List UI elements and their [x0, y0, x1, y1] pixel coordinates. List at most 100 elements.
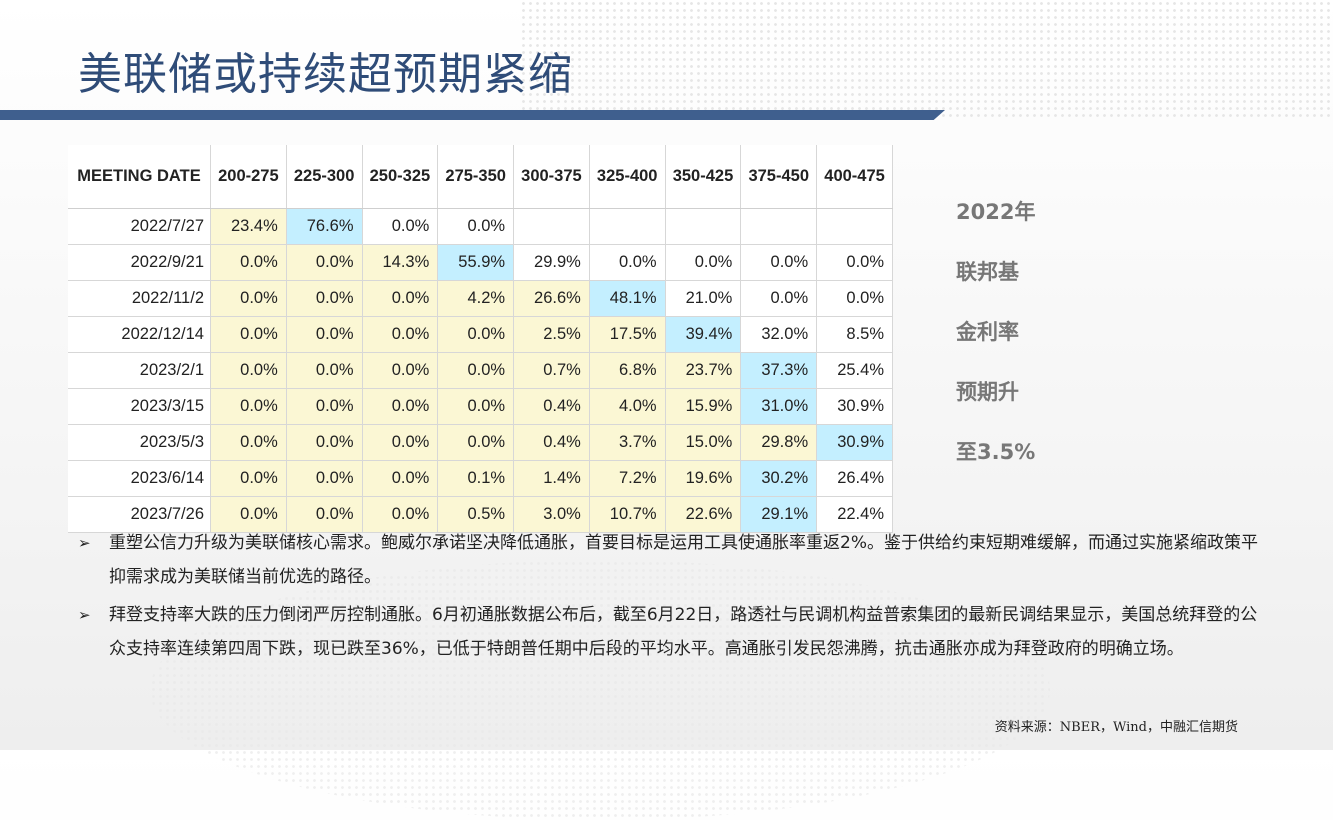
probability-cell	[513, 208, 590, 245]
probability-cell: 0.0%	[286, 316, 363, 353]
meeting-date-cell: 2023/7/26	[68, 496, 211, 533]
arrow-bullet-icon: ➢	[78, 606, 91, 624]
probability-cell	[816, 208, 893, 245]
table-header-row: MEETING DATE 200-275 225-300 250-325 275…	[68, 145, 893, 209]
probability-cell: 1.4%	[513, 460, 590, 497]
probability-cell: 0.0%	[210, 460, 287, 497]
probability-cell: 55.9%	[437, 244, 515, 281]
source-note: 资料来源：NBER，Wind，中融汇信期货	[994, 720, 1238, 735]
probability-cell: 4.2%	[437, 280, 515, 317]
probability-cell: 14.3%	[362, 244, 439, 281]
probability-cell: 23.7%	[665, 352, 742, 389]
probability-cell: 15.0%	[665, 424, 742, 461]
background-map-dots	[520, 0, 1333, 120]
probability-cell: 0.0%	[210, 244, 287, 281]
probability-cell: 0.0%	[665, 244, 742, 281]
meeting-date-cell: 2023/6/14	[68, 460, 211, 497]
probability-cell: 0.0%	[362, 280, 439, 317]
probability-cell: 39.4%	[665, 316, 742, 353]
probability-cell: 26.4%	[816, 460, 893, 497]
side-note-line: 联邦基	[956, 260, 1019, 284]
probability-cell: 0.0%	[362, 352, 439, 389]
probability-cell: 0.0%	[362, 388, 439, 425]
probability-cell: 2.5%	[513, 316, 590, 353]
probability-cell: 76.6%	[286, 208, 363, 245]
probability-cell: 0.0%	[362, 316, 439, 353]
side-note-line: 至3.5%	[956, 440, 1036, 464]
probability-cell: 0.0%	[286, 352, 363, 389]
probability-cell: 7.2%	[589, 460, 666, 497]
probability-cell: 3.7%	[589, 424, 666, 461]
meeting-date-cell: 2023/2/1	[68, 352, 211, 389]
table-row: 2022/9/21 0.0% 0.0% 14.3% 55.9% 29.9% 0.0% 0.0%…	[68, 244, 893, 281]
probability-cell: 30.9%	[816, 388, 893, 425]
header-cell: 200-275	[210, 145, 287, 209]
table-row: 2023/6/14 0.0% 0.0% 0.0% 0.1% 1.4% 7.2% 19.6% 30…	[68, 460, 893, 497]
title-underline-bar	[0, 110, 945, 120]
probability-cell: 6.8%	[589, 352, 666, 389]
table-row: 2022/7/27 23.4% 76.6% 0.0% 0.0%	[68, 208, 893, 245]
probability-cell: 0.5%	[437, 496, 515, 533]
header-cell: 400-475	[816, 145, 893, 209]
probability-cell: 32.0%	[740, 316, 818, 353]
probability-cell: 0.0%	[362, 424, 439, 461]
probability-cell: 0.4%	[513, 424, 590, 461]
header-cell: 225-300	[286, 145, 363, 209]
probability-cell: 0.0%	[286, 460, 363, 497]
probability-cell	[589, 208, 666, 245]
probability-cell: 0.0%	[589, 244, 666, 281]
header-cell: 325-400	[589, 145, 666, 209]
probability-cell: 4.0%	[589, 388, 666, 425]
probability-cell: 31.0%	[740, 388, 818, 425]
header-cell: 375-450	[740, 145, 818, 209]
probability-cell: 29.9%	[513, 244, 590, 281]
probability-cell: 3.0%	[513, 496, 590, 533]
probability-cell: 10.7%	[589, 496, 666, 533]
probability-cell: 0.0%	[286, 388, 363, 425]
bullet-item: ➢ 重塑公信力升级为美联储核心需求。鲍威尔承诺坚决降低通胀，首要目标是运用工具使…	[78, 526, 1258, 594]
probability-cell: 0.7%	[513, 352, 590, 389]
probability-cell: 8.5%	[816, 316, 893, 353]
probability-cell	[665, 208, 742, 245]
bullet-text: 重塑公信力升级为美联储核心需求。鲍威尔承诺坚决降低通胀，首要目标是运用工具使通胀…	[109, 533, 1258, 587]
table-row: 2023/3/15 0.0% 0.0% 0.0% 0.0% 0.4% 4.0% 15.9% 31…	[68, 388, 893, 425]
probability-cell: 0.0%	[362, 496, 439, 533]
table-body: 2022/7/27 23.4% 76.6% 0.0% 0.0% 2022/9/21 0.0%…	[68, 208, 893, 533]
probability-cell: 15.9%	[665, 388, 742, 425]
probability-cell: 0.0%	[210, 424, 287, 461]
probability-cell: 0.0%	[362, 460, 439, 497]
header-cell: 275-350	[437, 145, 515, 209]
bullet-list: ➢ 重塑公信力升级为美联储核心需求。鲍威尔承诺坚决降低通胀，首要目标是运用工具使…	[78, 526, 1258, 670]
probability-cell: 0.0%	[437, 424, 515, 461]
probability-cell: 17.5%	[589, 316, 666, 353]
probability-cell: 0.0%	[210, 280, 287, 317]
probability-cell: 0.0%	[210, 352, 287, 389]
probability-cell: 25.4%	[816, 352, 893, 389]
table-row: 2022/11/2 0.0% 0.0% 0.0% 4.2% 26.6% 48.1% 21.0%…	[68, 280, 893, 317]
slide-title: 美联储或持续超预期紧缩	[78, 49, 573, 100]
probability-cell: 0.0%	[286, 280, 363, 317]
arrow-bullet-icon: ➢	[78, 534, 91, 552]
side-note-line: 预期升	[956, 380, 1019, 404]
meeting-date-cell: 2022/11/2	[68, 280, 211, 317]
probability-cell: 22.4%	[816, 496, 893, 533]
probability-cell: 30.9%	[816, 424, 893, 461]
probability-cell: 0.0%	[437, 316, 515, 353]
header-cell: 350-425	[665, 145, 742, 209]
probability-cell: 21.0%	[665, 280, 742, 317]
table-row: 2022/12/14 0.0% 0.0% 0.0% 0.0% 2.5% 17.5% 39.4%…	[68, 316, 893, 353]
rate-probability-table: MEETING DATE 200-275 225-300 250-325 275…	[68, 145, 893, 533]
probability-cell: 22.6%	[665, 496, 742, 533]
table-row: 2023/2/1 0.0% 0.0% 0.0% 0.0% 0.7% 6.8% 23.7% 37.…	[68, 352, 893, 389]
probability-cell: 19.6%	[665, 460, 742, 497]
probability-cell: 0.0%	[210, 496, 287, 533]
header-cell: 300-375	[513, 145, 590, 209]
probability-cell: 0.0%	[210, 316, 287, 353]
probability-cell: 0.0%	[362, 208, 439, 245]
probability-cell: 0.0%	[816, 244, 893, 281]
probability-cell: 0.0%	[286, 244, 363, 281]
meeting-date-cell: 2022/7/27	[68, 208, 211, 245]
meeting-date-cell: 2022/12/14	[68, 316, 211, 353]
probability-cell: 29.1%	[740, 496, 818, 533]
probability-cell: 48.1%	[589, 280, 666, 317]
